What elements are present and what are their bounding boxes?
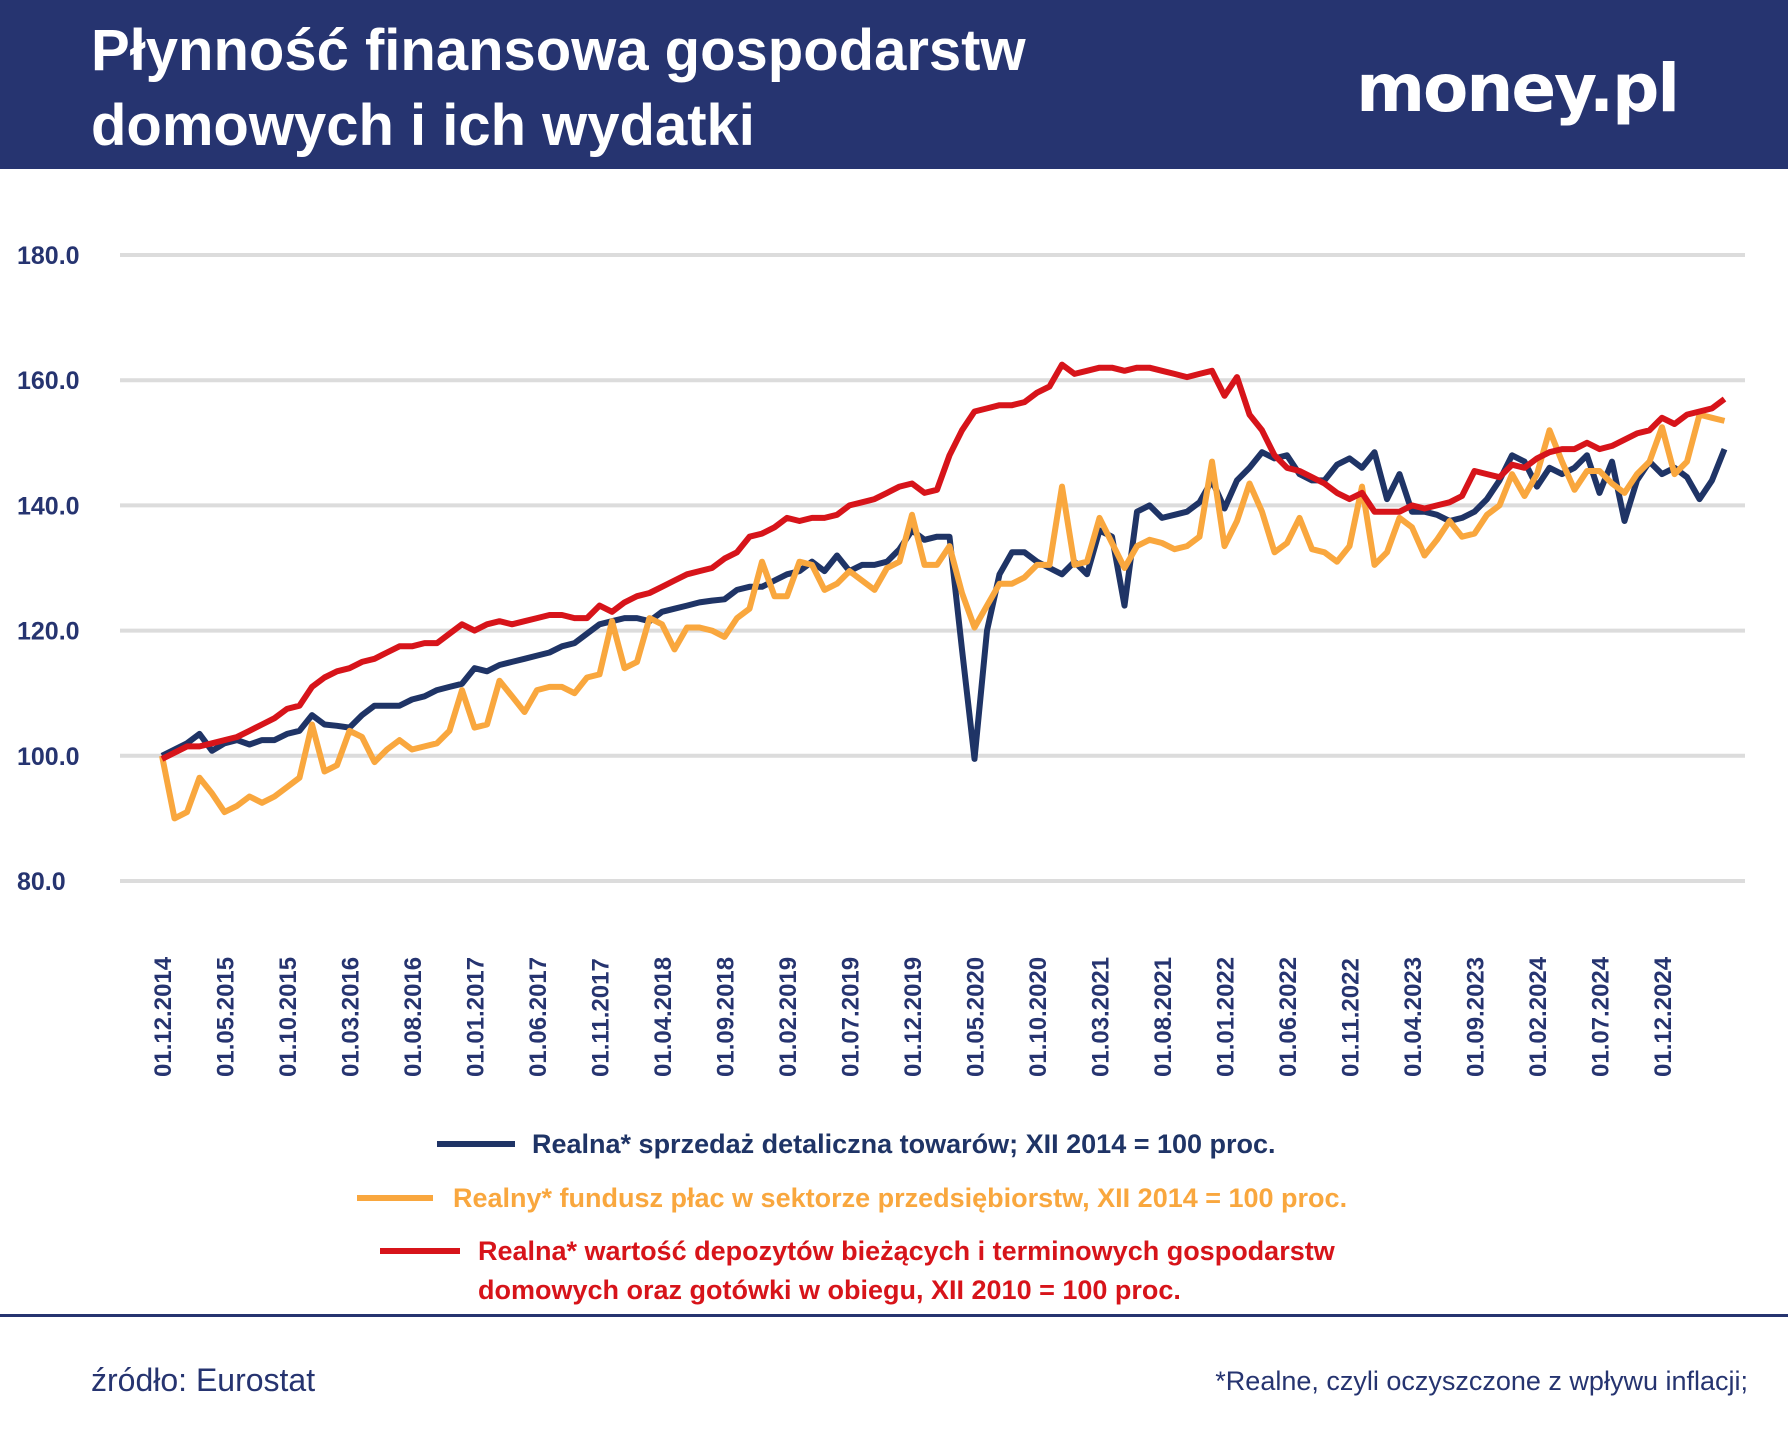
x-tick-label: 01.08.2021 <box>1150 957 1177 1077</box>
x-tick-label: 01.09.2018 <box>713 957 740 1077</box>
legend-label: Realny* fundusz płac w sektorze przedsię… <box>453 1183 1348 1213</box>
x-tick-label: 01.01.2017 <box>463 957 490 1077</box>
title-line: Płynność finansowa gospodarstw <box>91 18 1026 83</box>
legend-label: Realna* wartość depozytów bieżących i te… <box>478 1236 1335 1305</box>
legend-swatch <box>380 1248 460 1254</box>
x-tick-label: 01.11.2022 <box>1338 958 1365 1077</box>
x-tick-label: 01.01.2022 <box>1213 957 1240 1077</box>
x-tick-label: 01.12.2019 <box>900 957 927 1077</box>
x-tick-label: 01.12.2014 <box>150 956 177 1077</box>
y-tick-label: 120.0 <box>17 618 80 646</box>
divider <box>0 1314 1788 1317</box>
legend-swatch <box>437 1141 515 1147</box>
x-tick-label: 01.04.2023 <box>1400 957 1427 1077</box>
y-tick-label: 160.0 <box>17 367 80 395</box>
x-tick-label: 01.07.2024 <box>1588 956 1615 1077</box>
x-tick-label: 01.03.2016 <box>338 957 365 1077</box>
x-tick-label: 01.06.2017 <box>525 957 552 1077</box>
title-line: domowych i ich wydatki <box>91 93 755 158</box>
x-tick-label: 01.09.2023 <box>1463 957 1490 1077</box>
footnote: *Realne, czyli oczyszczone z wpływu infl… <box>1215 1366 1748 1396</box>
legend-label: Realna* sprzedaż detaliczna towarów; XII… <box>532 1129 1276 1159</box>
x-tick-label: 01.03.2021 <box>1088 957 1115 1077</box>
x-tick-label: 01.02.2019 <box>775 957 802 1077</box>
legend-swatch <box>357 1195 433 1201</box>
header: Płynność finansowa gospodarstw domowych … <box>0 0 1788 169</box>
y-tick-label: 180.0 <box>17 242 80 270</box>
logo: money.pl <box>1356 50 1680 127</box>
series-line <box>160 361 1727 762</box>
x-tick-label: 01.06.2022 <box>1275 957 1302 1077</box>
x-tick-label: 01.02.2024 <box>1525 956 1552 1077</box>
series-line <box>160 447 1728 762</box>
x-tick-label: 01.05.2015 <box>213 957 240 1077</box>
y-tick-label: 140.0 <box>17 492 80 520</box>
x-tick-label: 01.10.2015 <box>275 957 302 1077</box>
x-tick-label: 01.07.2019 <box>838 957 865 1077</box>
x-tick-label: 01.05.2020 <box>963 957 990 1077</box>
x-tick-label: 01.08.2016 <box>400 957 427 1077</box>
x-tick-label: 01.10.2020 <box>1025 957 1052 1077</box>
x-tick-label: 01.04.2018 <box>650 957 677 1077</box>
x-tick-label: 01.12.2024 <box>1650 956 1677 1077</box>
x-tick-label: 01.11.2017 <box>588 958 615 1077</box>
y-tick-label: 80.0 <box>17 868 66 896</box>
series-line <box>159 411 1726 822</box>
source: źródło: Eurostat <box>91 1362 316 1398</box>
y-tick-label: 100.0 <box>17 743 80 771</box>
